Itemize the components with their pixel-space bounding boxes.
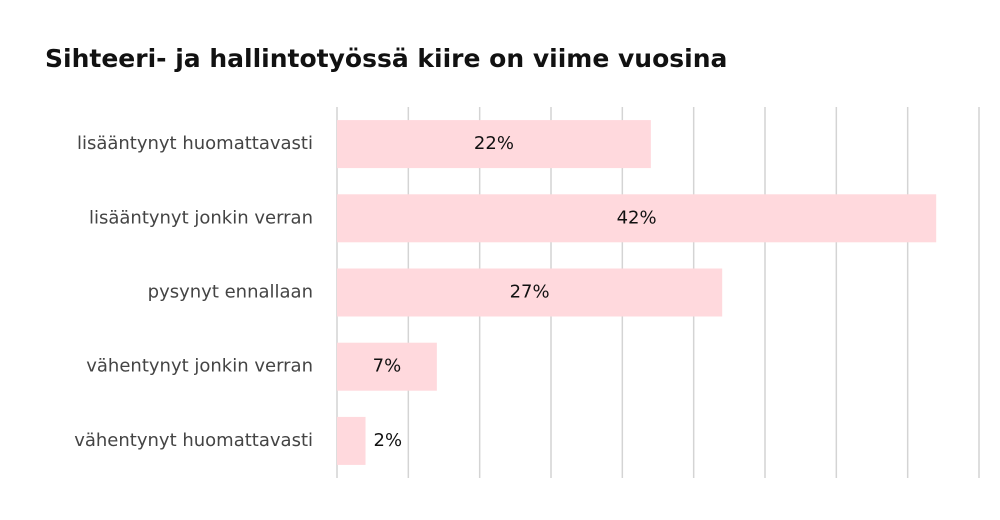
- value-label: 22%: [474, 133, 514, 154]
- bar: [337, 268, 723, 317]
- y-tick-label: lisääntynyt huomattavasti: [77, 133, 313, 154]
- y-tick-label: lisääntynyt jonkin verran: [89, 207, 313, 228]
- value-label: 2%: [374, 430, 403, 451]
- bar: [337, 194, 937, 243]
- value-label: 7%: [373, 356, 402, 377]
- chart-title: Sihteeri- ja hallintotyössä kiire on vii…: [45, 44, 727, 73]
- value-label: 27%: [510, 282, 550, 303]
- value-label: 42%: [617, 207, 657, 228]
- y-tick-label: pysynyt ennallaan: [148, 282, 313, 303]
- y-tick-label: vähentynyt jonkin verran: [86, 356, 313, 377]
- bar: [337, 120, 651, 169]
- bar: [337, 342, 437, 391]
- bar: [337, 416, 366, 465]
- y-tick-label: vähentynyt huomattavasti: [74, 430, 313, 451]
